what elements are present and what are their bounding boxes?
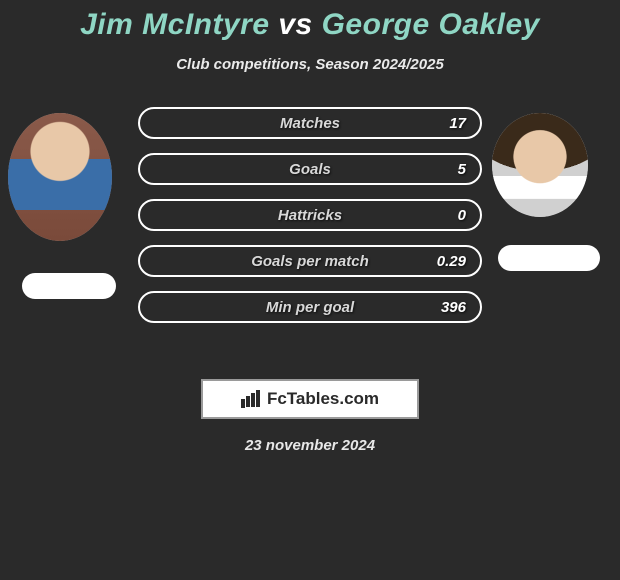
date-label: 23 november 2024 bbox=[0, 437, 620, 454]
stat-right-value: 17 bbox=[449, 115, 466, 132]
content-area: Matches 17 Goals 5 Hattricks 0 Goals per… bbox=[0, 101, 620, 361]
brand-text: FcTables.com bbox=[267, 389, 379, 409]
stats-list: Matches 17 Goals 5 Hattricks 0 Goals per… bbox=[138, 107, 482, 323]
bar-chart-icon bbox=[241, 391, 261, 407]
stat-row-goals: Goals 5 bbox=[138, 153, 482, 185]
player1-flag bbox=[22, 273, 116, 299]
brand-box: FcTables.com bbox=[201, 379, 419, 419]
player1-name: Jim McIntyre bbox=[80, 8, 269, 41]
stat-label: Matches bbox=[280, 115, 340, 132]
stat-label: Goals bbox=[289, 161, 331, 178]
comparison-card: Jim McIntyre vs George Oakley Club compe… bbox=[0, 0, 620, 454]
stat-right-value: 0 bbox=[458, 207, 466, 224]
vs-label: vs bbox=[278, 8, 312, 41]
stat-row-matches: Matches 17 bbox=[138, 107, 482, 139]
stat-row-hattricks: Hattricks 0 bbox=[138, 199, 482, 231]
stat-row-goals-per-match: Goals per match 0.29 bbox=[138, 245, 482, 277]
player1-avatar bbox=[8, 113, 112, 241]
stat-right-value: 396 bbox=[441, 299, 466, 316]
page-title: Jim McIntyre vs George Oakley bbox=[0, 8, 620, 42]
stat-right-value: 5 bbox=[458, 161, 466, 178]
stat-label: Min per goal bbox=[266, 299, 354, 316]
stat-label: Hattricks bbox=[278, 207, 342, 224]
player2-flag bbox=[498, 245, 600, 271]
player2-avatar bbox=[492, 113, 588, 217]
subtitle: Club competitions, Season 2024/2025 bbox=[0, 56, 620, 73]
stat-label: Goals per match bbox=[251, 253, 369, 270]
player2-name: George Oakley bbox=[322, 8, 540, 41]
stat-row-min-per-goal: Min per goal 396 bbox=[138, 291, 482, 323]
stat-right-value: 0.29 bbox=[437, 253, 466, 270]
